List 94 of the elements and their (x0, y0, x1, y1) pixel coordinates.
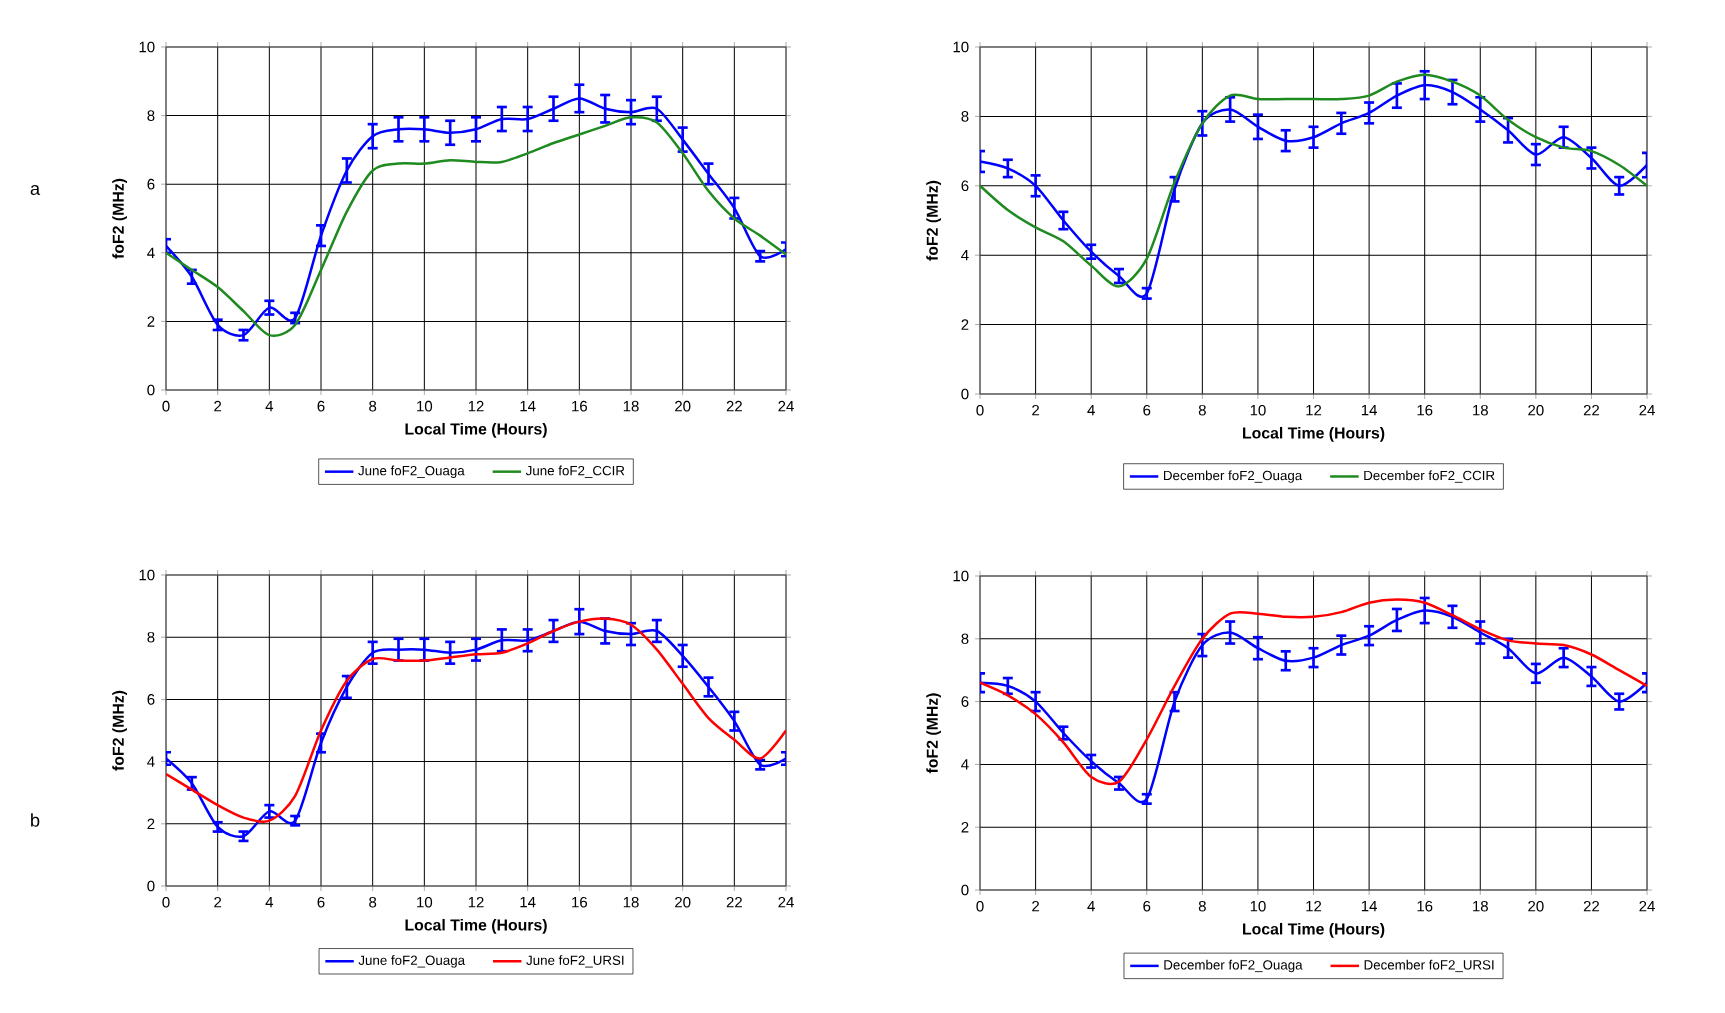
x-tick-label: 22 (1583, 900, 1600, 912)
x-tick-label: 8 (369, 896, 377, 908)
x-tick-label: 24 (1639, 900, 1655, 912)
x-tick-label: 24 (778, 400, 794, 412)
x-tick-label: 22 (726, 400, 742, 412)
x-tick-label: 0 (976, 900, 984, 912)
x-tick-label: 2 (214, 400, 222, 412)
x-tick-label: 4 (1087, 404, 1095, 416)
x-tick-label: 10 (417, 400, 433, 412)
x-tick-label: 4 (265, 400, 274, 412)
y-axis-title: foF2 (MHz) (112, 690, 127, 771)
x-tick-label: 8 (1198, 900, 1206, 912)
y-tick-label: 8 (961, 633, 969, 645)
x-tick-label: 24 (778, 896, 794, 908)
y-tick-label: 4 (147, 756, 155, 767)
y-tick-label: 8 (147, 631, 155, 643)
x-tick-label: 14 (520, 400, 536, 412)
x-axis-title: Local Time (Hours) (405, 918, 547, 934)
x-tick-label: 14 (520, 896, 536, 908)
y-tick-label: 2 (961, 821, 969, 833)
y-axis-title: foF2 (MHz) (926, 180, 941, 261)
legend-label: December foF2_URSI (1364, 959, 1494, 973)
y-tick-label: 0 (961, 388, 969, 400)
x-tick-label: 20 (1528, 404, 1544, 416)
x-tick-label: 18 (1473, 404, 1488, 416)
x-tick-label: 16 (1417, 404, 1433, 416)
x-tick-label: 16 (1417, 900, 1433, 912)
x-axis-title: Local Time (Hours) (1243, 922, 1385, 938)
x-tick-label: 12 (1306, 900, 1322, 912)
x-tick-label: 8 (369, 400, 377, 412)
x-tick-label: 10 (417, 896, 433, 908)
x-tick-label: 10 (1250, 404, 1266, 416)
x-tick-label: 6 (317, 400, 325, 412)
y-tick-label: 2 (961, 319, 969, 330)
legend-label: December foF2_Ouaga (1164, 959, 1303, 973)
x-tick-label: 4 (265, 896, 274, 908)
x-tick-label: 18 (623, 896, 639, 908)
y-tick-label: 8 (147, 110, 155, 121)
y-tick-label: 2 (147, 316, 155, 327)
y-tick-label: 0 (147, 880, 155, 892)
y-tick-label: 4 (961, 250, 969, 261)
x-tick-label: 12 (1306, 404, 1322, 416)
x-tick-label: 0 (976, 404, 984, 416)
x-tick-label: 20 (675, 400, 691, 412)
y-tick-label: 4 (147, 247, 155, 258)
x-tick-label: 22 (726, 896, 742, 908)
x-tick-label: 2 (1032, 404, 1040, 416)
x-tick-label: 14 (1361, 900, 1377, 912)
y-axis-title: foF2 (MHz) (112, 178, 127, 259)
legend-label: December foF2_Ouaga (1164, 470, 1303, 483)
x-axis-title: Local Time (Hours) (1243, 426, 1385, 442)
x-tick-label: 24 (1639, 404, 1655, 416)
x-tick-label: 6 (317, 896, 325, 908)
legend-label: June foF2_Ouaga (358, 955, 466, 968)
x-tick-label: 20 (1528, 900, 1544, 912)
text: b (31, 813, 40, 827)
x-tick-label: 10 (1250, 900, 1266, 912)
x-tick-label: 14 (1361, 404, 1377, 416)
legend-label: June foF2_Ouaga (358, 465, 465, 479)
x-tick-label: 22 (1583, 404, 1600, 416)
y-tick-label: 10 (953, 570, 969, 582)
y-tick-label: 10 (139, 41, 155, 53)
x-tick-label: 18 (1473, 900, 1488, 912)
x-tick-label: 16 (572, 896, 588, 908)
x-tick-label: 6 (1143, 404, 1151, 416)
x-tick-label: 0 (162, 400, 170, 412)
y-tick-label: 2 (147, 818, 155, 830)
y-tick-label: 6 (147, 178, 155, 190)
y-tick-label: 6 (961, 180, 969, 192)
y-tick-label: 4 (961, 759, 969, 770)
y-tick-label: 6 (147, 694, 155, 705)
x-tick-label: 2 (1032, 900, 1040, 912)
x-axis-title: Local Time (Hours) (405, 422, 547, 438)
x-tick-label: 16 (572, 400, 588, 412)
y-tick-label: 10 (139, 569, 155, 581)
legend-label: June foF2_CCIR (525, 465, 625, 478)
x-tick-label: 6 (1143, 900, 1151, 912)
text: a (30, 184, 41, 196)
y-tick-label: 0 (961, 884, 969, 896)
legend-label: December foF2_CCIR (1364, 470, 1495, 483)
x-tick-label: 0 (162, 896, 170, 908)
y-axis-title: foF2 (MHz) (926, 693, 942, 774)
y-tick-label: 0 (147, 384, 155, 396)
x-tick-label: 2 (214, 896, 222, 908)
legend-label: June foF2_URSI (526, 955, 624, 968)
x-tick-label: 18 (623, 400, 639, 412)
x-tick-label: 4 (1087, 900, 1095, 912)
y-tick-label: 6 (961, 696, 969, 707)
x-tick-label: 20 (675, 896, 691, 908)
x-tick-label: 8 (1198, 404, 1206, 416)
y-tick-label: 10 (953, 41, 969, 53)
y-tick-label: 8 (961, 111, 969, 122)
x-tick-label: 12 (468, 896, 484, 908)
x-tick-label: 12 (468, 400, 484, 412)
